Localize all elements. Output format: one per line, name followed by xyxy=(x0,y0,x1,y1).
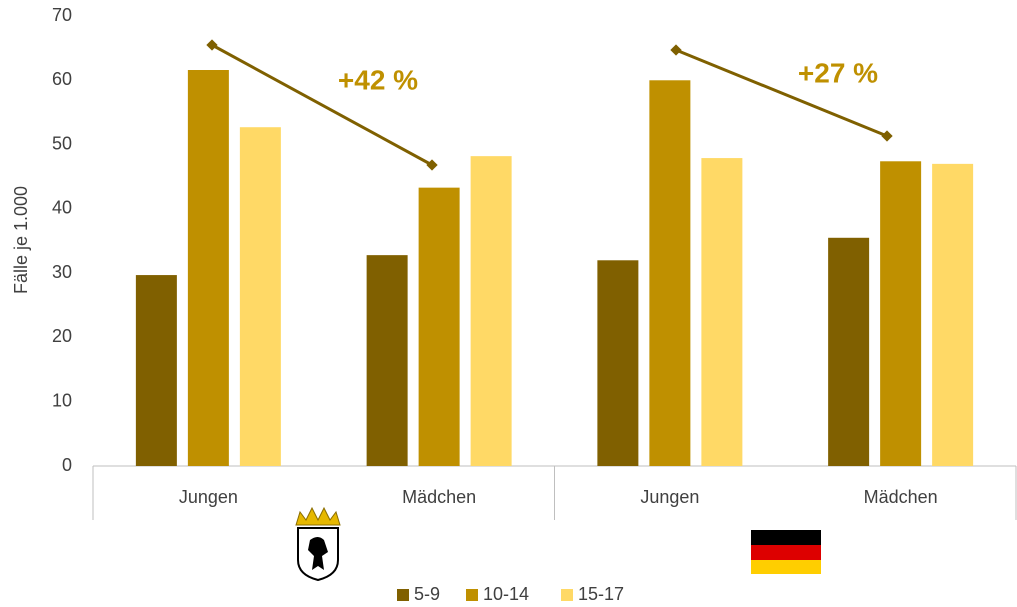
y-tick-label: 30 xyxy=(52,262,72,282)
bar xyxy=(187,70,229,466)
annotation-marker xyxy=(426,159,438,171)
annotation-line xyxy=(675,48,888,138)
y-tick-label: 60 xyxy=(52,69,72,89)
bar xyxy=(597,260,639,466)
x-tick-label: Mädchen xyxy=(402,487,476,507)
berlin-coat-of-arms xyxy=(295,506,341,582)
bar xyxy=(239,127,281,466)
y-tick-label: 40 xyxy=(52,198,72,218)
bar xyxy=(135,275,177,466)
annotation-marker xyxy=(670,44,682,56)
german-flag xyxy=(751,530,821,574)
annotation: +27 % xyxy=(798,57,878,88)
bar xyxy=(366,255,408,466)
y-axis-label: Fälle je 1.000 xyxy=(11,186,31,294)
y-tick-label: 10 xyxy=(52,390,72,410)
y-tick-label: 20 xyxy=(52,326,72,346)
bar xyxy=(470,156,512,466)
bar xyxy=(880,161,922,467)
y-tick-label: 0 xyxy=(62,455,72,475)
bar xyxy=(418,187,460,466)
x-tick-label: Jungen xyxy=(640,487,699,507)
bar xyxy=(649,80,691,467)
y-tick-label: 70 xyxy=(52,5,72,25)
legend-swatch xyxy=(561,589,573,601)
legend-label: 5-9 xyxy=(414,584,440,604)
bar xyxy=(701,158,743,467)
y-tick-label: 50 xyxy=(52,133,72,153)
bar xyxy=(828,237,870,466)
legend-label: 10-14 xyxy=(483,584,529,604)
legend-label: 15-17 xyxy=(578,584,624,604)
annotation-marker xyxy=(881,130,893,142)
legend-swatch xyxy=(397,589,409,601)
x-tick-label: Jungen xyxy=(179,487,238,507)
legend-swatch xyxy=(466,589,478,601)
bar xyxy=(932,163,974,466)
annotation: +42 % xyxy=(338,64,418,95)
annotation-marker xyxy=(206,39,218,51)
x-tick-label: Mädchen xyxy=(864,487,938,507)
annotation-line xyxy=(211,43,433,167)
